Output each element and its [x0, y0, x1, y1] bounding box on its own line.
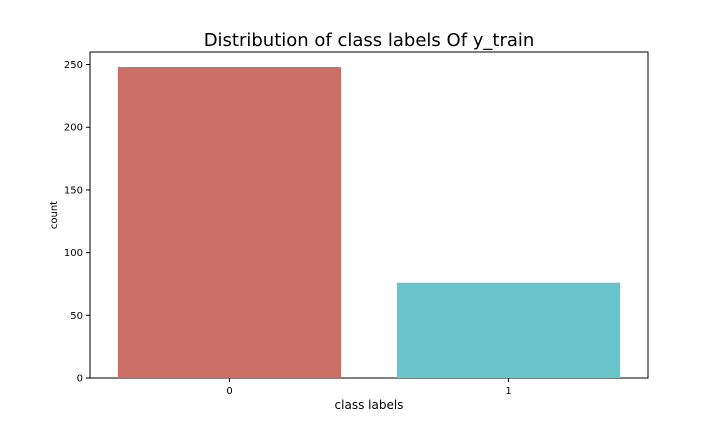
y-tick-label: 200 [64, 123, 83, 134]
bars-group [117, 67, 621, 379]
bar-class-0 [117, 67, 342, 379]
y-tick-label: 50 [70, 311, 83, 322]
y-tick-label: 0 [77, 374, 83, 385]
x-tick-label: 1 [505, 386, 511, 397]
plot-frame [89, 51, 649, 379]
bar-class-1 [396, 282, 621, 378]
y-tick-label: 100 [64, 248, 83, 259]
y-tick-label: 150 [64, 185, 83, 196]
x-tick-label: 0 [226, 386, 232, 397]
y-axis-label: count [49, 201, 60, 229]
y-tick-label: 250 [64, 60, 83, 71]
y-axis-ticks: 0 50 100 150 200 250 [64, 60, 90, 385]
plot-area [89, 51, 649, 379]
x-axis-label: class labels [335, 398, 404, 412]
chart-title: Distribution of class labels Of y_train [204, 30, 535, 51]
